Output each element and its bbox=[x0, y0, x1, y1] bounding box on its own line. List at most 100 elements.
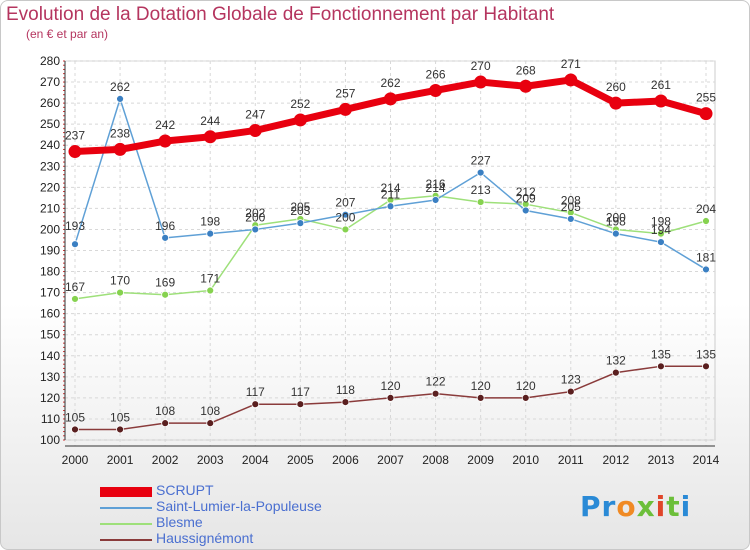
point-saint-lumier-la-populeuse bbox=[521, 206, 530, 215]
data-label-saint-lumier-la-populeuse: 214 bbox=[426, 181, 446, 195]
point-haussigne-mont bbox=[521, 393, 530, 402]
point-saint-lumier-la-populeuse bbox=[611, 229, 620, 238]
point-saint-lumier-la-populeuse bbox=[341, 210, 350, 219]
data-label-blesme: 214 bbox=[380, 181, 400, 195]
data-label-haussigne-mont: 108 bbox=[155, 404, 175, 418]
data-label-scrupt: 238 bbox=[110, 126, 130, 140]
data-label-scrupt: 262 bbox=[380, 76, 400, 90]
data-label-saint-lumier-la-populeuse: 207 bbox=[335, 196, 355, 210]
y-tick-label: 200 bbox=[40, 222, 60, 236]
data-label-haussigne-mont: 132 bbox=[606, 354, 626, 368]
data-label-blesme: 167 bbox=[65, 280, 85, 294]
point-blesme bbox=[476, 198, 485, 206]
data-label-saint-lumier-la-populeuse: 262 bbox=[110, 80, 130, 94]
point-scrupt bbox=[564, 73, 578, 87]
point-haussigne-mont bbox=[431, 389, 440, 398]
x-tick-label: 2008 bbox=[422, 453, 449, 467]
data-label-scrupt: 266 bbox=[426, 67, 446, 81]
chart-subtitle: (en € et par an) bbox=[26, 27, 109, 41]
y-tick-label: 140 bbox=[40, 349, 60, 363]
data-label-haussigne-mont: 135 bbox=[696, 347, 716, 361]
x-tick-label: 2007 bbox=[377, 453, 404, 467]
point-scrupt bbox=[609, 96, 623, 110]
x-tick-label: 2004 bbox=[242, 453, 269, 467]
x-tick-label: 2006 bbox=[332, 453, 359, 467]
point-saint-lumier-la-populeuse bbox=[702, 265, 710, 274]
data-label-haussigne-mont: 122 bbox=[426, 375, 446, 389]
y-tick-label: 220 bbox=[40, 180, 60, 194]
data-label-haussigne-mont: 117 bbox=[291, 385, 310, 399]
data-label-haussigne-mont: 105 bbox=[110, 410, 130, 424]
point-haussigne-mont bbox=[296, 400, 305, 409]
chart-title: Evolution de la Dotation Globale de Fonc… bbox=[6, 4, 555, 25]
point-saint-lumier-la-populeuse bbox=[476, 168, 485, 177]
data-label-blesme: 200 bbox=[335, 210, 355, 224]
point-haussigne-mont bbox=[611, 368, 620, 377]
data-label-scrupt: 268 bbox=[516, 63, 536, 77]
x-tick-label: 2001 bbox=[107, 453, 134, 467]
data-label-haussigne-mont: 120 bbox=[380, 379, 400, 393]
data-label-saint-lumier-la-populeuse: 196 bbox=[155, 219, 175, 233]
point-scrupt bbox=[203, 130, 217, 144]
data-label-scrupt: 252 bbox=[290, 97, 310, 111]
point-scrupt bbox=[429, 83, 443, 97]
point-scrupt bbox=[68, 145, 82, 159]
y-tick-label: 260 bbox=[40, 96, 60, 110]
point-scrupt bbox=[699, 107, 713, 121]
grid bbox=[64, 60, 716, 446]
data-label-blesme: 213 bbox=[471, 183, 491, 197]
point-saint-lumier-la-populeuse bbox=[161, 233, 170, 242]
x-tick-label: 2013 bbox=[648, 453, 675, 467]
point-saint-lumier-la-populeuse bbox=[71, 240, 79, 249]
legend-swatch bbox=[100, 523, 152, 525]
x-tick-label: 2012 bbox=[603, 453, 630, 467]
point-blesme bbox=[657, 229, 665, 238]
data-label-blesme: 216 bbox=[426, 177, 446, 191]
data-label-blesme: 202 bbox=[245, 206, 265, 220]
data-label-scrupt: 244 bbox=[200, 114, 220, 128]
data-label-haussigne-mont: 105 bbox=[65, 410, 85, 424]
y-tick-label: 240 bbox=[40, 138, 60, 152]
legend-swatch bbox=[100, 507, 152, 509]
y-tick-label: 130 bbox=[40, 370, 60, 384]
point-scrupt bbox=[113, 142, 127, 156]
data-label-saint-lumier-la-populeuse: 203 bbox=[290, 204, 310, 218]
y-tick-label: 100 bbox=[40, 433, 60, 447]
legend-swatch bbox=[100, 487, 152, 497]
legend-label: Haussignémont bbox=[156, 530, 254, 546]
point-blesme bbox=[206, 286, 215, 295]
x-tick-label: 2002 bbox=[152, 453, 179, 467]
data-label-saint-lumier-la-populeuse: 227 bbox=[471, 154, 491, 168]
data-label-scrupt: 255 bbox=[696, 91, 716, 105]
y-tick-label: 150 bbox=[40, 328, 60, 342]
point-haussigne-mont bbox=[386, 393, 395, 402]
point-blesme bbox=[341, 225, 350, 234]
point-blesme bbox=[116, 288, 124, 297]
data-label-blesme: 200 bbox=[606, 210, 626, 224]
x-tick-label: 2000 bbox=[62, 453, 89, 467]
data-label-haussigne-mont: 123 bbox=[561, 373, 581, 387]
data-label-blesme: 169 bbox=[155, 276, 175, 290]
y-tick-label: 110 bbox=[41, 412, 60, 426]
point-haussigne-mont bbox=[251, 400, 260, 409]
data-label-saint-lumier-la-populeuse: 211 bbox=[381, 187, 400, 201]
point-haussigne-mont bbox=[116, 425, 124, 434]
proxiti-logo: Proxiti bbox=[580, 490, 692, 523]
point-saint-lumier-la-populeuse bbox=[657, 238, 665, 246]
point-haussigne-mont bbox=[476, 393, 485, 402]
point-blesme bbox=[161, 290, 170, 299]
x-tick-label: 2014 bbox=[693, 453, 720, 467]
data-label-saint-lumier-la-populeuse: 209 bbox=[516, 191, 536, 205]
legend-swatch bbox=[100, 539, 152, 541]
point-saint-lumier-la-populeuse bbox=[566, 215, 575, 223]
point-saint-lumier-la-populeuse bbox=[206, 229, 215, 238]
point-scrupt bbox=[474, 75, 488, 89]
point-scrupt bbox=[384, 92, 397, 106]
point-scrupt bbox=[158, 134, 172, 148]
data-label-scrupt: 247 bbox=[245, 107, 265, 121]
legend-label: Blesme bbox=[156, 514, 203, 530]
x-tick-label: 2010 bbox=[512, 453, 539, 467]
data-label-scrupt: 237 bbox=[65, 129, 85, 143]
